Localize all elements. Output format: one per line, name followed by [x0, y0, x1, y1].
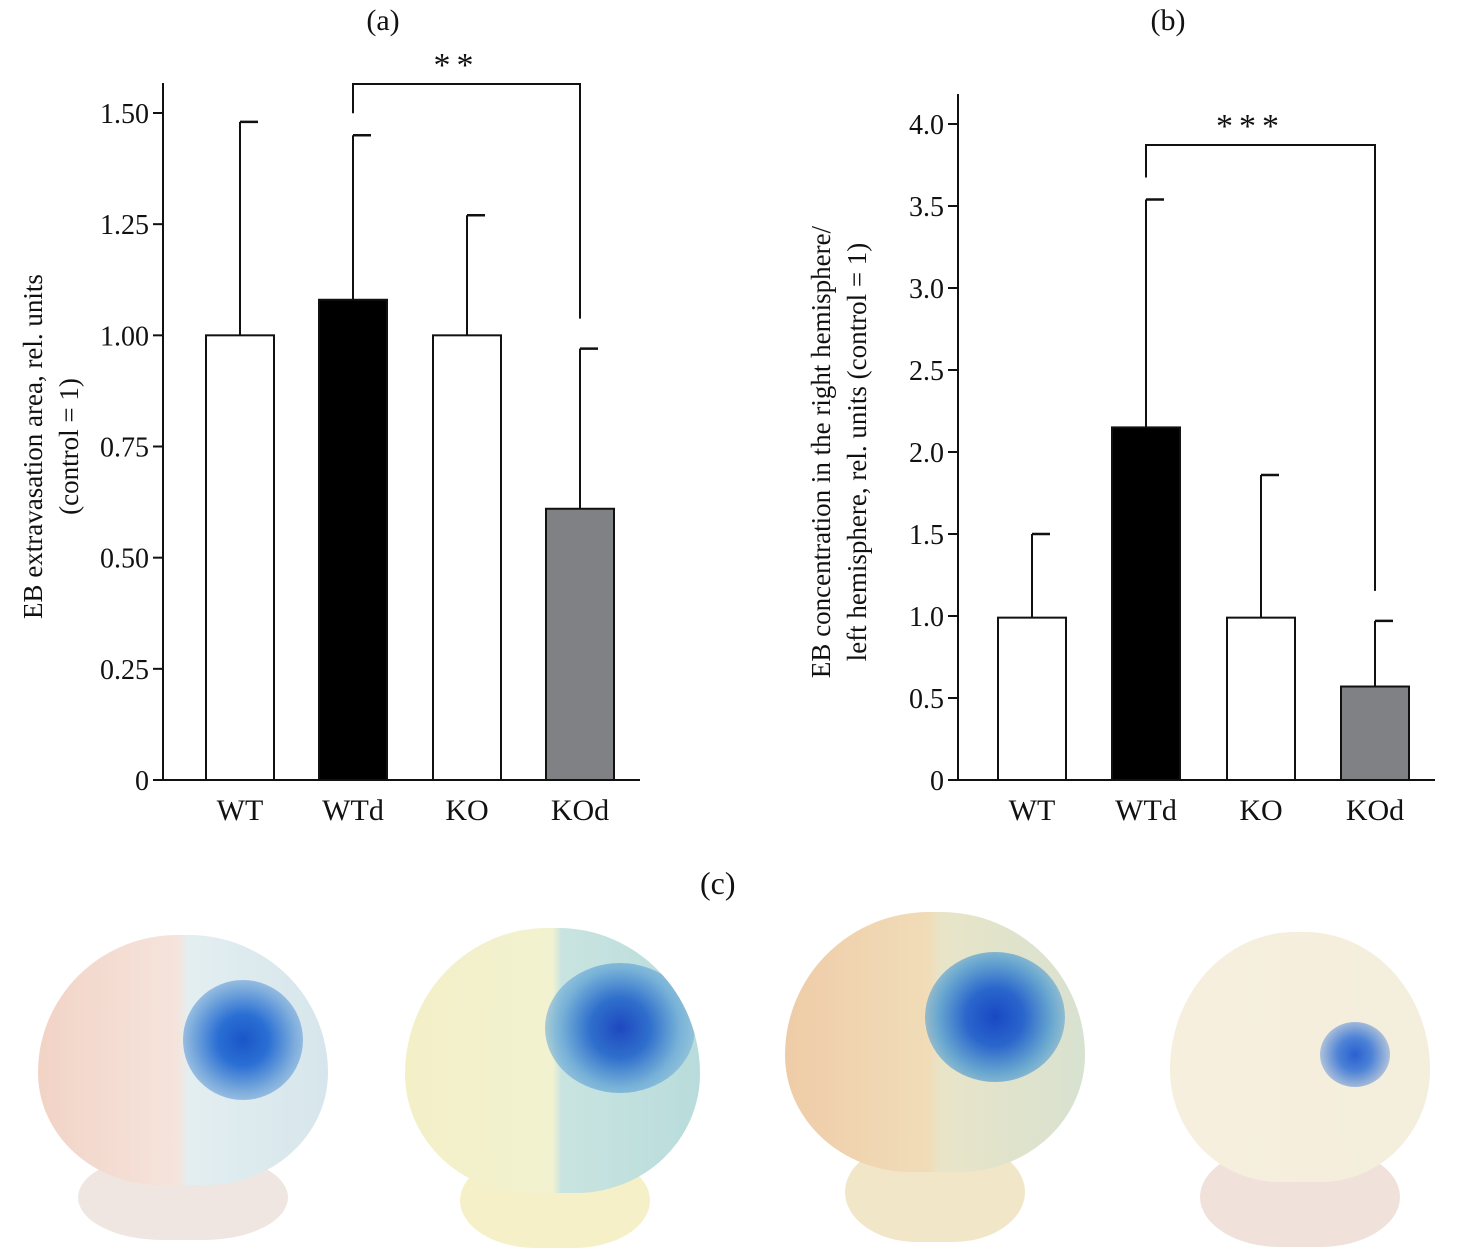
y-axis-label-line2: (control = 1) — [54, 378, 84, 515]
chart-title: (a) — [366, 4, 399, 37]
bar-wt — [997, 616, 1067, 782]
brain-photo-kod — [1170, 912, 1430, 1252]
y-tick-label: 1.0 — [909, 602, 944, 633]
y-tick-label: 3.0 — [909, 274, 944, 305]
x-tick-label: KOd — [1346, 794, 1404, 827]
y-axis-label: EB extravasation area, rel. units — [18, 274, 48, 619]
y-tick-label: 3.5 — [909, 192, 944, 223]
bar-ko — [432, 334, 502, 781]
y-tick-label: 0.25 — [100, 655, 149, 686]
y-tick-label: 0.75 — [100, 433, 149, 464]
bar-ko — [1226, 616, 1296, 782]
y-tick-label: 1.50 — [100, 99, 149, 130]
significance-label: ** — [434, 47, 480, 84]
y-tick-label: 1.5 — [909, 520, 944, 551]
x-tick-label: KO — [445, 794, 488, 827]
y-tick-label: 0 — [930, 766, 944, 797]
y-axis-label-line2: left hemisphere, rel. units (control = 1… — [842, 243, 872, 662]
y-tick-label: 2.0 — [909, 438, 944, 469]
bar-wtd — [318, 298, 388, 781]
bar-kod — [1340, 685, 1410, 782]
bar-wt — [205, 334, 275, 781]
y-tick-label: 1.25 — [100, 210, 149, 241]
brain-photo-wtd — [405, 928, 700, 1248]
y-tick-label: 2.5 — [909, 356, 944, 387]
significance-bracket — [1145, 144, 1376, 591]
x-tick-label: KO — [1239, 794, 1282, 827]
y-tick-label: 1.00 — [100, 321, 149, 352]
chart-title: (b) — [1151, 4, 1186, 37]
significance-label: *** — [1216, 108, 1285, 145]
x-tick-label: WT — [1009, 794, 1056, 827]
bar-wtd — [1111, 426, 1181, 781]
x-tick-label: WT — [217, 794, 264, 827]
bar-kod — [545, 507, 615, 781]
x-tick-label: WTd — [322, 794, 384, 827]
x-tick-label: WTd — [1115, 794, 1177, 827]
y-tick-label: 0.50 — [100, 544, 149, 575]
y-tick-label: 0 — [135, 766, 149, 797]
y-axis-label: EB concentration in the right hemisphere… — [806, 225, 836, 678]
x-tick-label: KOd — [551, 794, 609, 827]
significance-bracket — [352, 83, 581, 319]
panel-c-label: (c) — [700, 865, 736, 901]
y-tick-label: 4.0 — [909, 110, 944, 141]
brain-photo-wt — [38, 935, 328, 1245]
y-tick-label: 0.5 — [909, 684, 944, 715]
brain-photo-ko — [785, 912, 1085, 1247]
